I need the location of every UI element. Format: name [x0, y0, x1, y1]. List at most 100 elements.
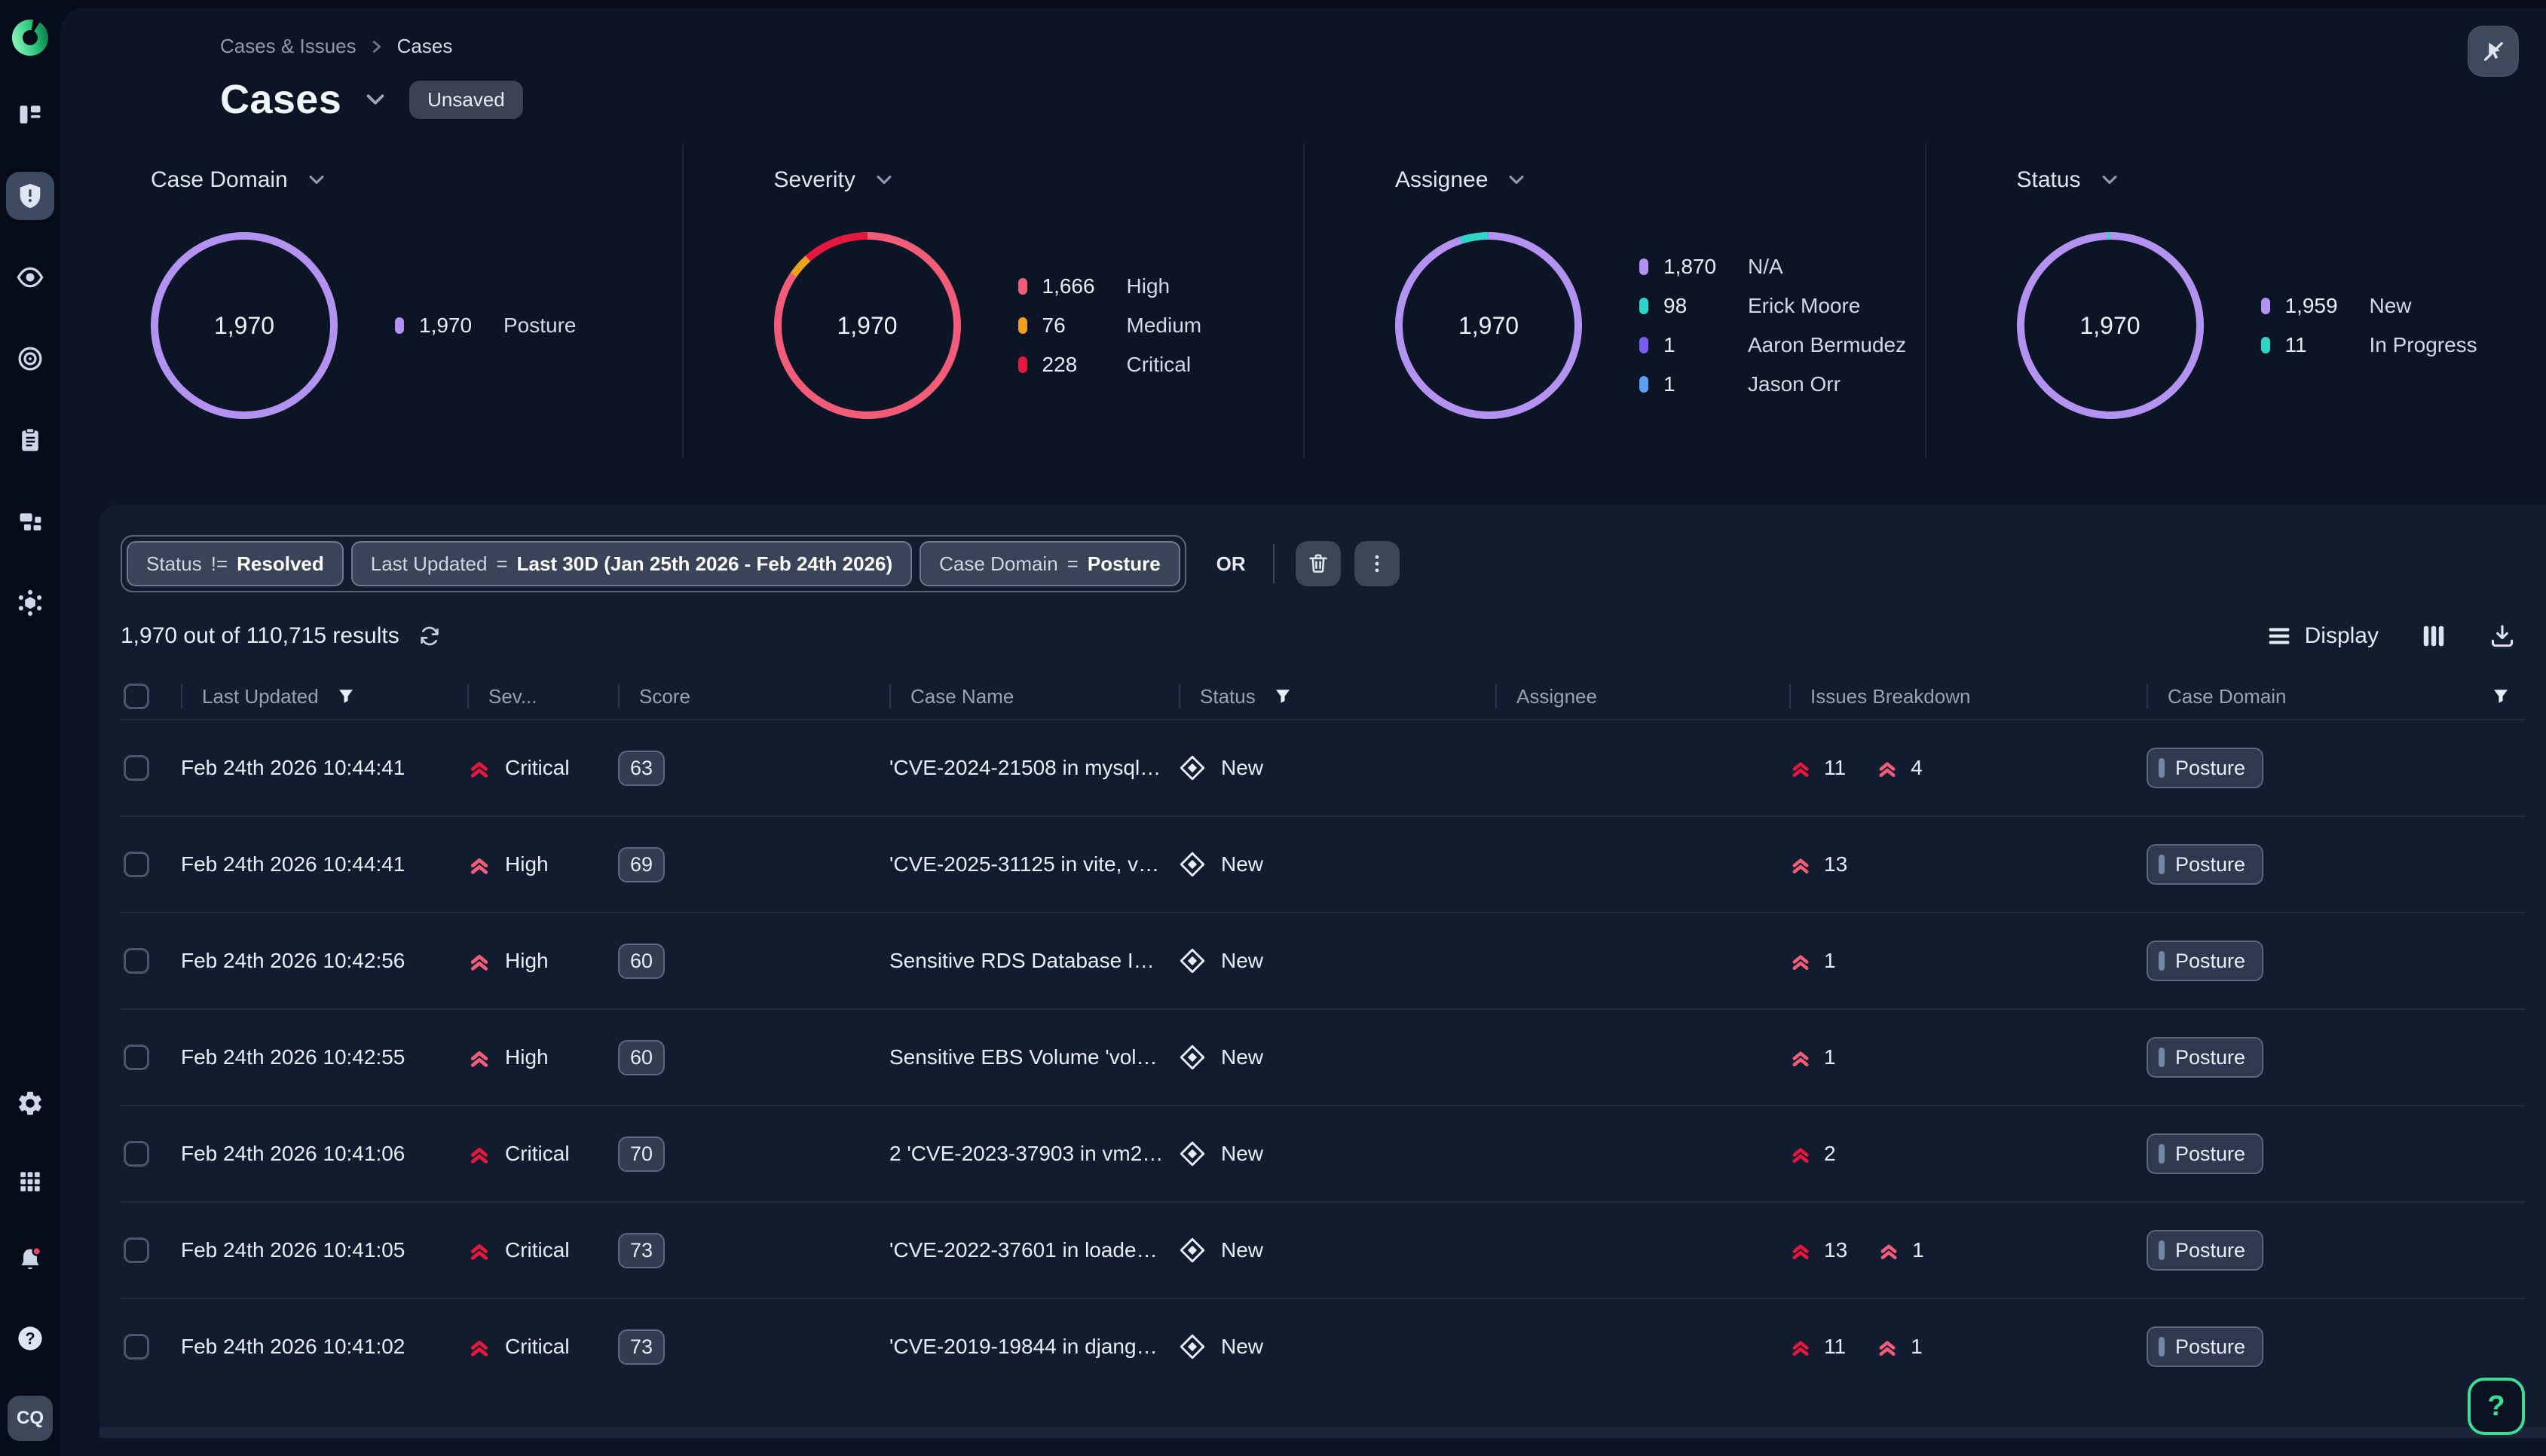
sidebar-item-help[interactable]: ? — [6, 1314, 54, 1363]
legend-item[interactable]: 1,666 High — [1017, 274, 1202, 298]
sidebar-item-dashboard[interactable] — [6, 90, 54, 139]
legend-item[interactable]: 76 Medium — [1017, 314, 1201, 338]
case-name-cell[interactable]: Sensitive RDS Database Insta... — [889, 949, 1179, 972]
row-checkbox[interactable] — [124, 1237, 149, 1263]
case-name-cell[interactable]: 'CVE-2019-19844 in django, ... — [889, 1335, 1178, 1358]
table-row[interactable]: Feb 24th 2026 10:44:41 Critical 63 'CVE-… — [121, 719, 2525, 815]
issue-count[interactable]: 2 — [1789, 1142, 1836, 1166]
case-name-cell[interactable]: Sensitive EBS Volume 'vol-05... — [889, 1045, 1179, 1069]
sidebar-item-integrations[interactable] — [6, 579, 54, 627]
issue-count[interactable]: 1 — [1877, 1238, 1924, 1262]
filter-funnel-icon[interactable] — [2492, 687, 2510, 705]
download-icon[interactable] — [2489, 622, 2516, 650]
column-header-case-domain[interactable]: Case Domain — [2147, 674, 2525, 719]
table-row[interactable]: Feb 24th 2026 10:42:56 High 60 Sensitive… — [121, 912, 2525, 1008]
table-row[interactable]: Feb 24th 2026 10:42:55 High 60 Sensitive… — [121, 1008, 2525, 1105]
double-chevron-up-icon — [1789, 1046, 1812, 1069]
help-fab-button[interactable]: ? — [2468, 1378, 2525, 1435]
sidebar-item-settings[interactable] — [6, 1079, 54, 1127]
case-domain-badge[interactable]: Posture — [2147, 1037, 2264, 1078]
filter-more-button[interactable] — [1354, 541, 1400, 586]
case-domain-badge[interactable]: Posture — [2147, 1133, 2264, 1174]
user-avatar[interactable]: CQ — [8, 1396, 53, 1441]
filter-funnel-icon[interactable] — [337, 687, 355, 705]
sidebar-item-apps[interactable] — [6, 1158, 54, 1206]
donut-chart[interactable]: 1,970 — [1395, 232, 1582, 419]
filter-pill[interactable]: Last Updated = Last 30D (Jan 25th 2026 -… — [350, 541, 913, 586]
pointer-off-button[interactable] — [2468, 26, 2519, 77]
case-domain-badge[interactable]: Posture — [2147, 844, 2264, 885]
row-checkbox[interactable] — [124, 948, 149, 974]
case-domain-badge[interactable]: Posture — [2147, 748, 2264, 788]
legend-item[interactable]: 1,970 Posture — [395, 314, 577, 338]
chart-dimension-select[interactable]: Case Domain — [151, 167, 327, 193]
table-row[interactable]: Feb 24th 2026 10:41:02 Critical 73 'CVE-… — [121, 1298, 2525, 1394]
score-badge: 70 — [618, 1136, 666, 1172]
refresh-icon[interactable] — [418, 624, 442, 648]
legend-item[interactable]: 11 In Progress — [2260, 333, 2477, 357]
case-name-cell[interactable]: 'CVE-2022-37601 in loader-u... — [889, 1238, 1179, 1262]
case-name-cell[interactable]: 2 'CVE-2023-37903 in vm2, v... — [889, 1142, 1179, 1165]
legend-item[interactable]: 98 Erick Moore — [1639, 294, 1906, 318]
issue-count[interactable]: 1 — [1789, 1045, 1836, 1069]
row-checkbox[interactable] — [124, 755, 149, 781]
case-domain-badge[interactable]: Posture — [2147, 1230, 2264, 1271]
breadcrumb-cases-issues[interactable]: Cases & Issues — [220, 35, 357, 57]
sidebar-item-inventory[interactable] — [6, 497, 54, 546]
columns-icon[interactable] — [2421, 623, 2447, 649]
sidebar-item-visibility[interactable] — [6, 253, 54, 301]
legend-item[interactable]: 1,870 N/A — [1639, 255, 1906, 279]
app-logo[interactable] — [11, 18, 50, 57]
donut-chart[interactable]: 1,970 — [2016, 232, 2204, 419]
sidebar-item-compliance[interactable] — [6, 416, 54, 464]
case-name-cell[interactable]: 'CVE-2024-21508 in mysql2, ... — [889, 756, 1179, 779]
donut-chart[interactable]: 1,970 — [773, 232, 961, 419]
title-chevron-down-icon[interactable] — [363, 87, 388, 112]
issue-count[interactable]: 13 — [1789, 1238, 1847, 1262]
issue-count[interactable]: 4 — [1876, 756, 1923, 780]
chart-dimension-select[interactable]: Severity — [774, 167, 895, 193]
issue-count[interactable]: 1 — [1876, 1335, 1923, 1359]
column-header-last-updated[interactable]: Last Updated — [181, 674, 467, 719]
table-row[interactable]: Feb 24th 2026 10:44:41 High 69 'CVE-2025… — [121, 815, 2525, 912]
sidebar-item-detections[interactable] — [6, 335, 54, 383]
column-header-score[interactable]: Score — [618, 674, 889, 719]
row-checkbox[interactable] — [124, 1141, 149, 1167]
delete-filters-button[interactable] — [1295, 541, 1341, 586]
legend-item[interactable]: 1 Jason Orr — [1639, 372, 1906, 396]
breadcrumb-cases[interactable]: Cases — [396, 35, 453, 57]
row-checkbox[interactable] — [124, 1334, 149, 1360]
column-header-sev-[interactable]: Sev... — [467, 674, 618, 719]
table-row[interactable]: Feb 24th 2026 10:41:05 Critical 73 'CVE-… — [121, 1201, 2525, 1298]
filter-funnel-icon[interactable] — [1274, 687, 1292, 705]
row-checkbox[interactable] — [124, 852, 149, 877]
display-button[interactable]: Display — [2267, 623, 2379, 649]
legend-item[interactable]: 1 Aaron Bermudez — [1639, 333, 1906, 357]
filter-conjunction[interactable]: OR — [1216, 552, 1246, 575]
filter-pill[interactable]: Case Domain = Posture — [920, 541, 1180, 586]
table-row[interactable]: Feb 24th 2026 10:41:06 Critical 70 2 'CV… — [121, 1105, 2525, 1201]
row-checkbox[interactable] — [124, 1045, 149, 1070]
filter-pill[interactable]: Status != Resolved — [127, 541, 344, 586]
case-name-cell[interactable]: 'CVE-2025-31125 in vite, vers... — [889, 852, 1179, 876]
chart-dimension-select[interactable]: Status — [2017, 167, 2120, 193]
donut-chart[interactable]: 1,970 — [151, 232, 338, 419]
issue-count[interactable]: 11 — [1789, 756, 1846, 780]
column-header-issues-breakdown[interactable]: Issues Breakdown — [1789, 674, 2147, 719]
issue-count[interactable]: 1 — [1789, 949, 1836, 973]
column-header-assignee[interactable]: Assignee — [1495, 674, 1789, 719]
select-all-checkbox[interactable] — [124, 684, 149, 709]
column-header-case-name[interactable]: Case Name — [889, 674, 1179, 719]
legend-value: 1 — [1663, 372, 1675, 396]
legend-item[interactable]: 1,959 New — [2260, 294, 2477, 318]
issue-count[interactable]: 13 — [1789, 852, 1847, 876]
column-header-status[interactable]: Status — [1179, 674, 1495, 719]
case-domain-badge[interactable]: Posture — [2147, 941, 2264, 981]
chart-dimension-select[interactable]: Assignee — [1395, 167, 1527, 193]
case-domain-badge[interactable]: Posture — [2147, 1326, 2264, 1367]
horizontal-scrollbar[interactable] — [99, 1427, 2546, 1438]
sidebar-item-cases[interactable] — [6, 172, 54, 220]
legend-item[interactable]: 228 Critical — [1017, 353, 1202, 377]
sidebar-item-notifications[interactable] — [6, 1236, 54, 1284]
issue-count[interactable]: 11 — [1789, 1335, 1846, 1359]
